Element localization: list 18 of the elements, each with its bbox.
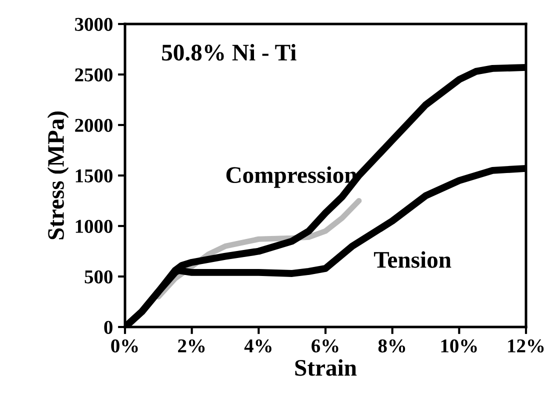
y-axis-title: Stress (MPa) <box>47 112 69 240</box>
x-tick-label: 8% <box>378 339 406 353</box>
x-tick-label: 2% <box>178 339 205 353</box>
y-tick-label: 500 <box>84 270 112 284</box>
y-tick-label: 0 <box>104 320 112 334</box>
x-tick-label: 12% <box>508 339 544 353</box>
x-tick-label: 4% <box>244 339 272 353</box>
y-tick-label: 2500 <box>75 68 112 82</box>
text: 50.8% Ni - Ti <box>162 44 296 61</box>
x-tick-label: 10% <box>441 339 477 353</box>
y-tick-label: 2000 <box>75 118 112 132</box>
y-tick-label: 1500 <box>76 169 112 182</box>
x-tick-label: 6% <box>312 339 338 353</box>
series-label: Tension <box>374 251 452 268</box>
y-tick-label: 1000 <box>76 220 112 233</box>
x-axis-title: Strain <box>295 359 357 376</box>
y-tick-label: 3000 <box>75 18 112 31</box>
x-tick-label: 0% <box>111 339 138 353</box>
